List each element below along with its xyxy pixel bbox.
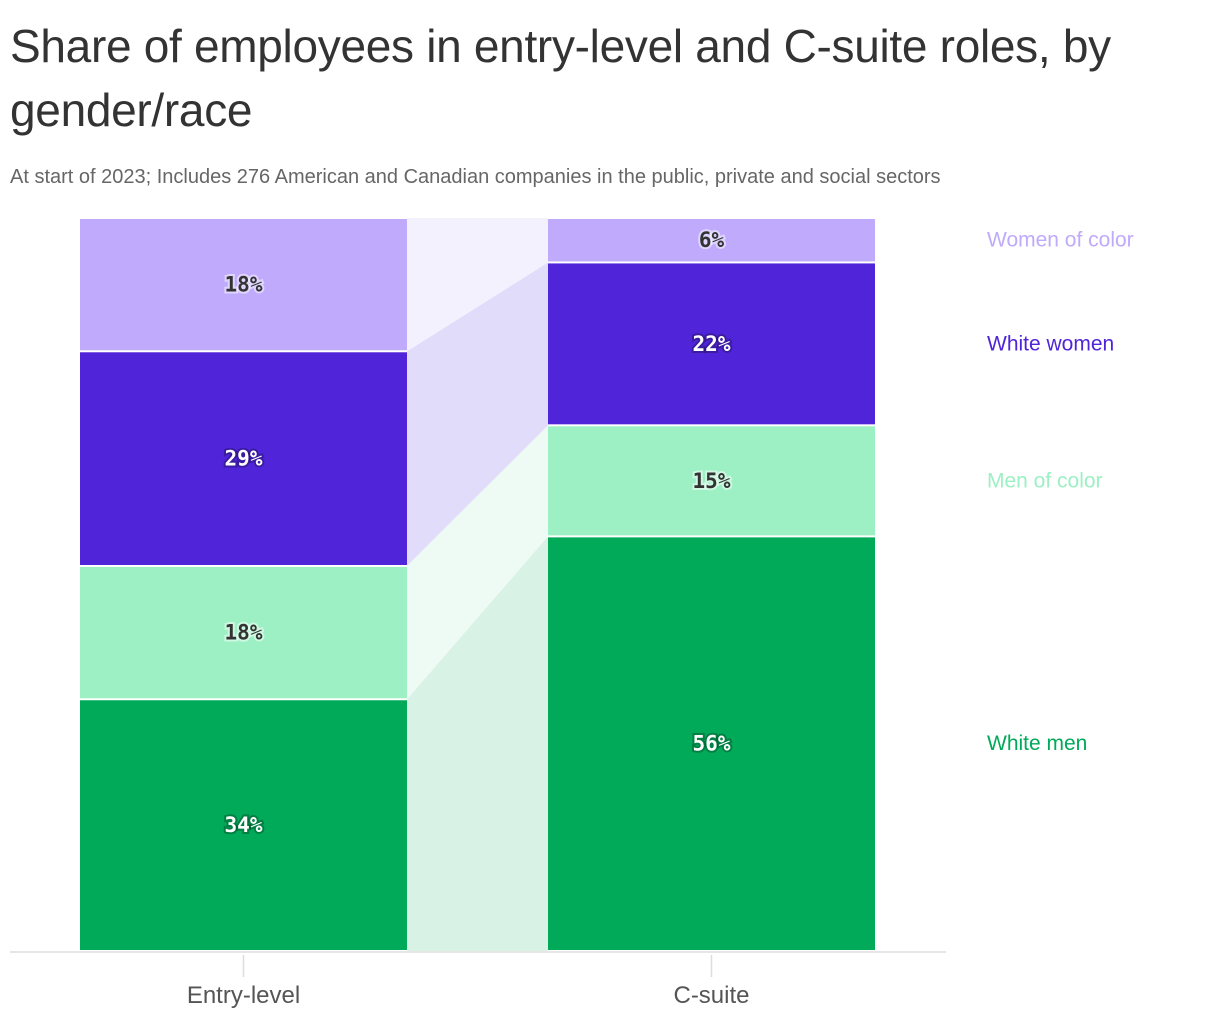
connector-band xyxy=(407,425,548,700)
data-label: 6% xyxy=(699,228,725,252)
chart-subtitle: At start of 2023; Includes 276 American … xyxy=(10,166,941,188)
bar-segment xyxy=(80,566,407,699)
bar-segment xyxy=(548,537,875,950)
data-label: 22% xyxy=(693,332,731,356)
x-tick-label: Entry-level xyxy=(187,982,300,1009)
bar-segment xyxy=(80,219,407,351)
bar-segment xyxy=(80,352,407,565)
data-label: 15% xyxy=(693,469,731,493)
data-label: 34% xyxy=(225,813,263,837)
data-label: 18% xyxy=(225,273,263,297)
bar-segment xyxy=(548,263,875,425)
connector-band xyxy=(407,536,548,951)
chart-title: Share of employees in entry-level and C-… xyxy=(10,20,1111,136)
data-label: 29% xyxy=(225,447,263,471)
legend-label: Women of color xyxy=(987,229,1134,252)
bar-segment xyxy=(548,426,875,536)
legend-label: White men xyxy=(987,732,1087,755)
bar-segment xyxy=(80,700,407,950)
connector-band xyxy=(407,218,548,352)
data-label: 56% xyxy=(693,732,731,756)
data-label: 18% xyxy=(225,621,263,645)
bar-segment xyxy=(548,219,875,262)
connector-band xyxy=(407,262,548,566)
legend-label: Men of color xyxy=(987,469,1103,492)
x-tick-label: C-suite xyxy=(673,982,749,1009)
legend-label: White women xyxy=(987,332,1114,355)
